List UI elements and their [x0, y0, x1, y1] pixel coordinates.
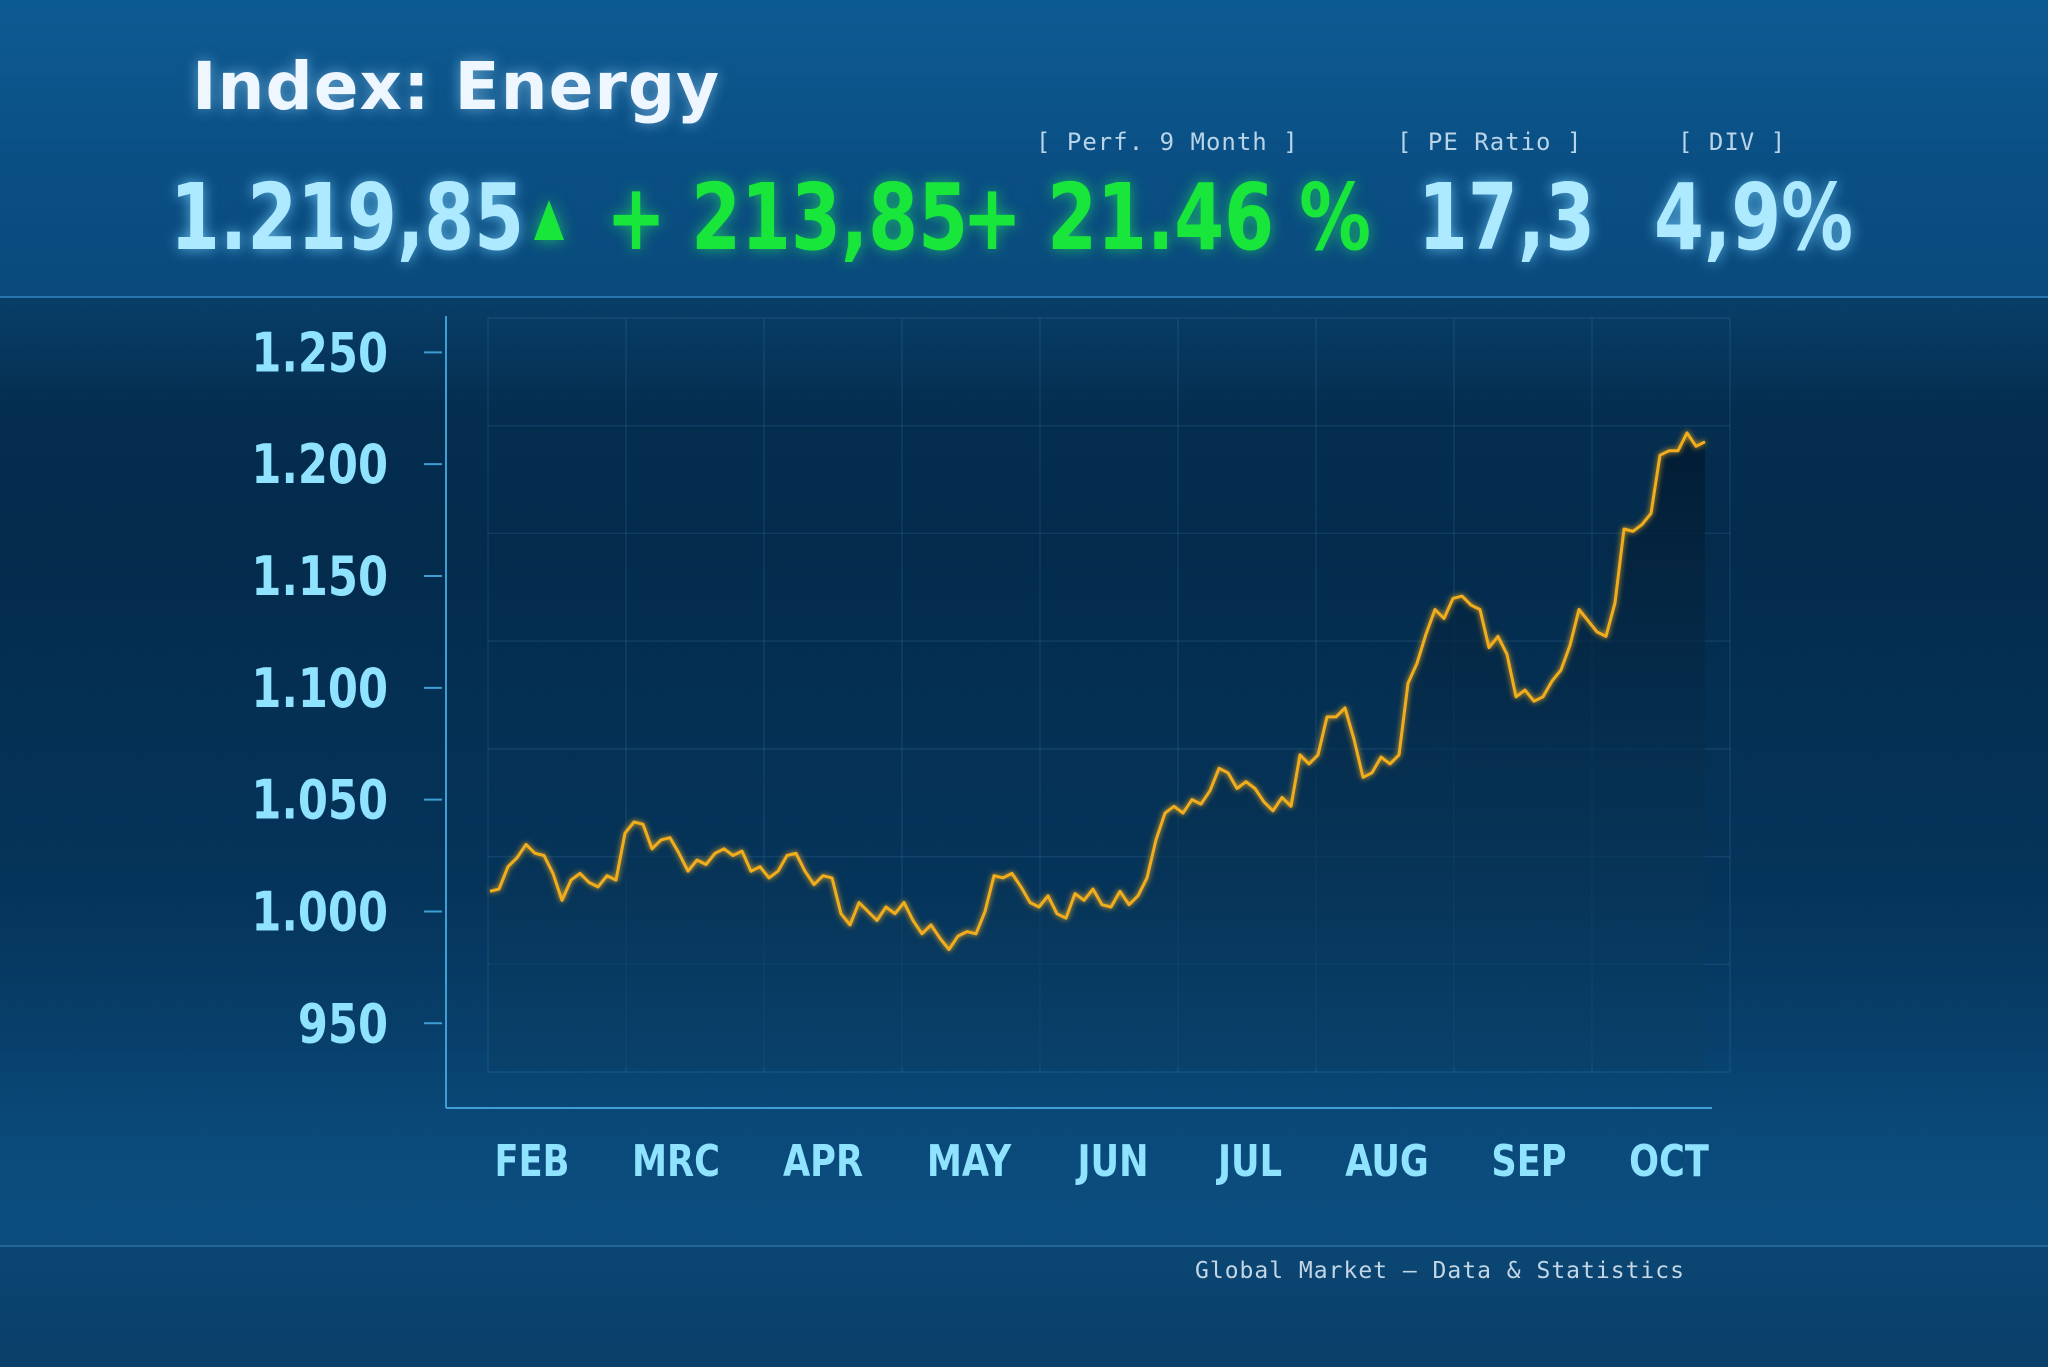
- y-tick-label: 1.150: [251, 545, 388, 608]
- x-tick-label: JUN: [1075, 1136, 1149, 1187]
- series-line: [489, 431, 1706, 951]
- x-tick-label: OCT: [1629, 1136, 1709, 1187]
- perf-label: [ Perf. 9 Month ]: [1036, 128, 1299, 156]
- y-tick-label: 950: [298, 993, 388, 1056]
- y-tick-label: 1.050: [251, 769, 388, 832]
- y-tick-label: 1.250: [251, 322, 388, 385]
- chart-panel: [0, 298, 2048, 1245]
- page-title: Index: Energy: [192, 48, 721, 125]
- series-area: [490, 432, 1705, 1068]
- div-label: [ DIV ]: [1678, 128, 1787, 156]
- header-band: [0, 0, 2048, 298]
- footer-caption: Global Market – Data & Statistics: [1195, 1258, 1685, 1284]
- div-value: 4,9%: [1654, 164, 1854, 271]
- y-tick-label: 1.200: [251, 434, 388, 497]
- x-tick-label: AUG: [1345, 1136, 1429, 1187]
- up-triangle-icon: [534, 200, 564, 240]
- footer-band: [0, 1245, 2048, 1367]
- index-value: 1.219,85: [170, 164, 525, 271]
- pe-ratio-value: 17,3: [1418, 164, 1596, 271]
- y-tick-label: 1.000: [251, 881, 388, 944]
- x-tick-label: FEB: [495, 1136, 570, 1187]
- x-tick-label: JUL: [1215, 1136, 1282, 1187]
- pe-ratio-label: [ PE Ratio ]: [1397, 128, 1583, 156]
- x-tick-label: MAY: [927, 1136, 1012, 1187]
- x-tick-label: SEP: [1491, 1136, 1566, 1187]
- x-tick-label: MRC: [632, 1136, 720, 1187]
- x-tick-label: APR: [783, 1136, 863, 1187]
- change-percent: + 21.46 %: [962, 164, 1371, 271]
- change-value: + 213,85: [606, 164, 969, 271]
- y-tick-label: 1.100: [251, 657, 388, 720]
